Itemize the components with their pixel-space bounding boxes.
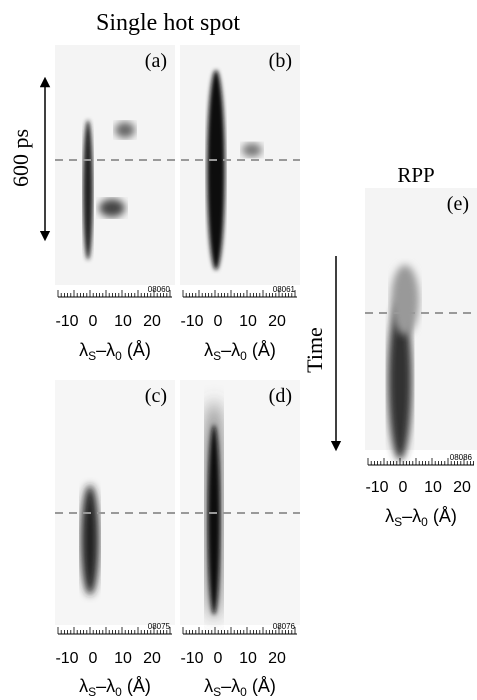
- panel-label: (a): [145, 50, 167, 72]
- axis-label: λS–λ0 (Å): [204, 340, 276, 363]
- panel-label: (e): [447, 193, 469, 215]
- time-label: Time: [302, 327, 327, 373]
- axis-label-part: –λ: [96, 340, 115, 360]
- axis-label-part: (Å): [428, 506, 457, 526]
- axis-label-part: S: [213, 685, 221, 699]
- panel-label: (d): [269, 385, 292, 407]
- axis-label-part: λ: [79, 676, 88, 696]
- tick-label: 10: [239, 313, 257, 330]
- tick-label: -10: [180, 313, 203, 330]
- axis-label-part: –λ: [96, 676, 115, 696]
- axis-label-part: S: [88, 349, 96, 363]
- tick-label: 0: [89, 313, 98, 330]
- tick-label: 10: [239, 650, 257, 667]
- shot-number: 08075: [148, 622, 171, 631]
- axis-label-part: λ: [79, 340, 88, 360]
- axis-label-part: S: [213, 349, 221, 363]
- axis-label-part: –λ: [221, 340, 240, 360]
- tick-label: 20: [453, 479, 471, 496]
- shot-number: 08061: [273, 285, 296, 294]
- axis-label-part: 0: [421, 515, 428, 529]
- tick-label: -10: [55, 313, 78, 330]
- axis-label-part: λ: [204, 676, 213, 696]
- axis-label-part: S: [88, 685, 96, 699]
- tick-label: 0: [214, 313, 223, 330]
- tick-label: 10: [114, 650, 132, 667]
- axis-label-part: 0: [115, 685, 122, 699]
- tick-label: -10: [55, 650, 78, 667]
- tick-label: -10: [365, 479, 388, 496]
- axis-label-part: (Å): [247, 676, 276, 696]
- axis-label-part: 0: [115, 349, 122, 363]
- axis-label-part: 0: [240, 349, 247, 363]
- tick-label: 0: [89, 650, 98, 667]
- tick-label: 0: [399, 479, 408, 496]
- scale-label: 600 ps: [8, 129, 33, 187]
- tick-label: 20: [143, 650, 161, 667]
- tick-label: -10: [180, 650, 203, 667]
- axis-label-part: 0: [240, 685, 247, 699]
- axis-label: λS–λ0 (Å): [385, 506, 457, 529]
- axis-label: λS–λ0 (Å): [79, 340, 151, 363]
- shot-number: 08076: [273, 622, 296, 631]
- axis-label-part: –λ: [221, 676, 240, 696]
- tick-label: 20: [143, 313, 161, 330]
- tick-label: 10: [114, 313, 132, 330]
- axis-label-part: –λ: [402, 506, 421, 526]
- tick-label: 20: [268, 650, 286, 667]
- figure-title: Single hot spot: [96, 10, 240, 36]
- axis-label: λS–λ0 (Å): [204, 676, 276, 699]
- axis-label-part: (Å): [122, 676, 151, 696]
- rpp-label: RPP: [397, 163, 434, 187]
- shot-number: 08086: [450, 453, 473, 462]
- axis-label: λS–λ0 (Å): [79, 676, 151, 699]
- axis-label-part: (Å): [122, 340, 151, 360]
- tick-label: 0: [214, 650, 223, 667]
- tick-label: 10: [424, 479, 442, 496]
- axis-label-part: λ: [204, 340, 213, 360]
- panel-label: (c): [145, 385, 167, 407]
- axis-label-part: λ: [385, 506, 394, 526]
- tick-label: 20: [268, 313, 286, 330]
- axis-label-part: (Å): [247, 340, 276, 360]
- dashed-lines: [55, 159, 477, 514]
- shot-number: 08060: [148, 285, 171, 294]
- panel-label: (b): [269, 50, 292, 72]
- streak-images: [55, 45, 477, 625]
- axis-label-part: S: [394, 515, 402, 529]
